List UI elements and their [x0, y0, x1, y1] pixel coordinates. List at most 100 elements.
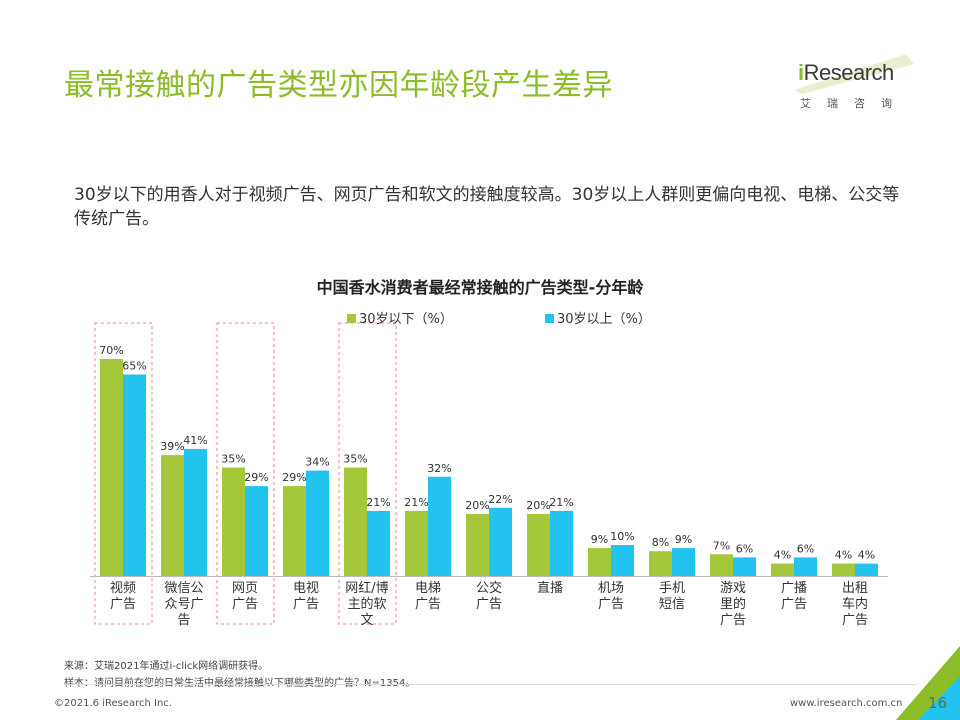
bar	[184, 448, 207, 576]
sample-note: 样本：请问目前在您的日常生活中最经常接触以下哪些类型的广告？N=1354。	[64, 678, 416, 689]
category-label: 游戏	[720, 581, 746, 596]
category-label: 告	[177, 613, 190, 628]
data-label: 35%	[221, 453, 245, 466]
data-label: 10%	[610, 530, 634, 543]
category-label: 电梯	[415, 581, 441, 596]
data-label: 29%	[282, 471, 306, 484]
bar	[283, 486, 306, 576]
corner-decoration-icon	[896, 646, 960, 720]
logo-wordmark: iResearch	[798, 60, 894, 86]
highlight-box	[338, 322, 397, 625]
data-label: 41%	[183, 434, 207, 447]
category-label: 广告	[293, 597, 319, 612]
data-label: 4%	[858, 549, 875, 562]
data-label: 65%	[122, 360, 146, 373]
legend-swatch	[347, 314, 356, 323]
category-label: 直播	[537, 581, 563, 596]
legend-swatch	[545, 314, 554, 323]
data-label: 22%	[488, 493, 512, 506]
category-label: 广告	[232, 597, 258, 612]
bar	[649, 551, 672, 576]
bar	[245, 486, 268, 576]
category-label: 机场	[598, 581, 624, 596]
bar	[832, 563, 855, 576]
data-label: 9%	[675, 533, 692, 546]
data-label: 20%	[465, 499, 489, 512]
bar	[855, 563, 878, 576]
data-label: 8%	[652, 536, 669, 549]
footnotes: 来源：艾瑞2021年通过i-click网络调研获得。 样本：请问目前在您的日常生…	[64, 658, 415, 692]
data-label: 4%	[835, 549, 852, 562]
website-link[interactable]: www.iresearch.com.cn	[790, 698, 903, 709]
bar	[100, 359, 123, 576]
bar	[710, 554, 733, 576]
data-label: 34%	[305, 456, 329, 469]
category-label: 手机	[659, 581, 685, 596]
category-label: 广告	[476, 597, 502, 612]
category-label: 公交	[476, 580, 502, 596]
category-label: 众号广	[164, 597, 203, 612]
bar	[527, 514, 550, 576]
bar	[611, 545, 634, 576]
category-label: 里的	[720, 596, 746, 612]
data-label: 21%	[366, 496, 390, 509]
category-label: 广告	[720, 613, 746, 628]
bar	[306, 470, 329, 576]
highlight-box	[216, 322, 275, 625]
source-note: 来源：艾瑞2021年通过i-click网络调研获得。	[64, 661, 269, 672]
data-label: 21%	[404, 496, 428, 509]
legend-label: 30岁以下（%）	[359, 312, 453, 327]
bar	[344, 467, 367, 576]
chart-title: 中国香水消费者最经常接触的广告类型-分年龄	[316, 278, 644, 297]
copyright: ©2021.6 iResearch Inc.	[54, 698, 172, 709]
page-title: 最常接触的广告类型亦因年龄段产生差异	[64, 68, 613, 103]
bar	[123, 374, 146, 576]
category-label: 广告	[598, 597, 624, 612]
data-label: 20%	[526, 499, 550, 512]
category-label: 短信	[659, 597, 685, 612]
category-label: 广告	[842, 613, 868, 628]
highlight-box	[94, 322, 153, 625]
category-label: 广播	[781, 581, 807, 596]
category-label: 广告	[781, 597, 807, 612]
category-label: 微信公	[164, 581, 203, 596]
category-label: 车内	[842, 596, 868, 612]
page-number: 16	[928, 694, 948, 712]
iresearch-logo: iResearch 艾瑞咨询	[788, 50, 916, 120]
bar	[367, 510, 390, 576]
category-label: 视频	[110, 581, 136, 596]
data-label: 7%	[713, 539, 730, 552]
bar	[222, 467, 245, 576]
bar	[771, 563, 794, 576]
page-subtitle: 30岁以下的用香人对于视频广告、网页广告和软文的接触度较高。30岁以上人群则更偏…	[74, 185, 900, 229]
data-label: 35%	[343, 453, 367, 466]
category-label: 网红/博	[345, 580, 388, 596]
category-label: 广告	[110, 597, 136, 612]
legend-label: 30岁以上（%）	[557, 312, 651, 327]
footer-divider	[64, 684, 916, 685]
logo-wordmark-i: i	[798, 60, 804, 85]
bar	[405, 510, 428, 576]
bar	[550, 510, 573, 576]
data-label: 21%	[549, 496, 573, 509]
category-label: 网页	[232, 581, 258, 596]
data-label: 32%	[427, 462, 451, 475]
data-label: 6%	[736, 542, 753, 555]
logo-wordmark-rest: Research	[803, 60, 895, 85]
data-label: 4%	[774, 549, 791, 562]
bar	[466, 514, 489, 576]
bar	[733, 557, 756, 576]
category-label: 出租	[842, 581, 868, 596]
category-label: 广告	[415, 597, 441, 612]
bar	[489, 507, 512, 576]
bar	[794, 557, 817, 576]
category-label: 文	[360, 613, 373, 628]
data-label: 70%	[99, 344, 123, 357]
logo-swoosh-icon	[794, 54, 914, 94]
bar	[672, 548, 695, 576]
bar	[428, 476, 451, 576]
data-label: 29%	[244, 471, 268, 484]
bar	[588, 548, 611, 576]
data-label: 9%	[591, 533, 608, 546]
